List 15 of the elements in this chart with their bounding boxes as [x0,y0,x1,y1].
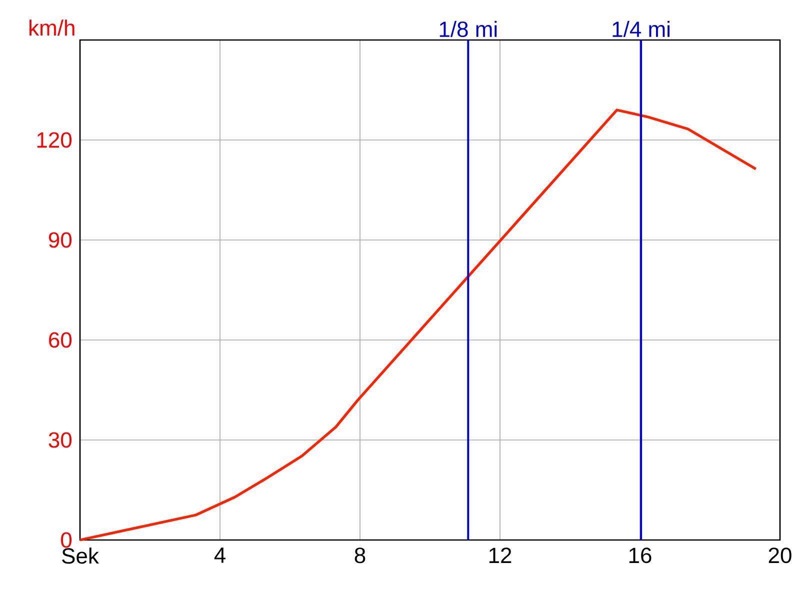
x-tick-label: 16 [629,548,652,564]
y-tick-label: 120 [37,132,72,148]
line-series [78,108,758,542]
x-tick-label: Sek [62,548,99,564]
x-tick-label: 20 [768,548,792,564]
y-tick-label: 0 [61,532,72,548]
y-tick-label: 30 [48,432,72,448]
ref-line-label: 1/8 mi [440,20,497,38]
x-tick-label: 4 [214,548,226,563]
y-tick-label: 60 [49,332,72,348]
ref-line-label: 1/4 mi [612,20,670,38]
y-tick-label: 90 [48,232,72,248]
y-axis-title: km/h [30,20,74,36]
x-tick-label: 12 [489,548,512,563]
x-tick-label: 8 [354,548,366,564]
